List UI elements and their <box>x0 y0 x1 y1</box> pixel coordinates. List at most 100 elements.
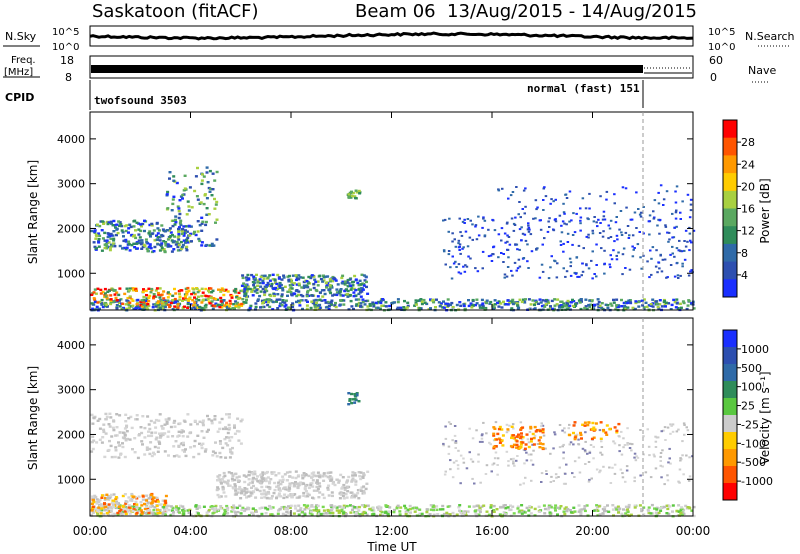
echo-cell <box>349 284 353 287</box>
echo-cell <box>459 231 462 234</box>
echo-cell <box>319 277 323 281</box>
echo-cell <box>452 461 456 464</box>
echo-cell <box>379 301 383 305</box>
echo-cell <box>272 471 276 474</box>
echo-cell <box>124 420 128 423</box>
echo-cell <box>566 507 570 511</box>
echo-cell <box>109 246 112 249</box>
x-axis: 00:00 04:00 08:00 12:00 16:00 20:00 00:00 <box>73 524 711 538</box>
echo-cell <box>122 507 126 510</box>
echo-cell <box>103 498 107 501</box>
echo-cell <box>528 505 532 508</box>
echo-cell <box>292 292 296 295</box>
echo-cell <box>219 495 223 498</box>
echo-cell <box>562 457 565 460</box>
echo-cell <box>230 510 234 513</box>
echo-cell <box>156 243 160 246</box>
echo-cell <box>239 420 243 423</box>
echo-cell <box>511 191 515 193</box>
echo-cell <box>525 506 529 510</box>
echo-cell <box>432 301 436 304</box>
echo-cell <box>353 393 357 396</box>
echo-cell <box>544 447 547 450</box>
echo-cell <box>172 179 176 182</box>
echo-cell <box>554 260 557 263</box>
echo-cell <box>566 299 570 303</box>
echo-cell <box>679 457 682 460</box>
echo-cell <box>609 254 612 257</box>
echo-cell <box>568 509 572 512</box>
echo-cell <box>617 251 620 254</box>
echo-cell <box>526 438 530 441</box>
echo-cell <box>103 246 107 250</box>
echo-cell <box>663 299 667 303</box>
echo-cell <box>590 477 593 480</box>
echo-cell <box>459 454 463 457</box>
echo-cell <box>497 427 501 431</box>
echo-cell <box>578 301 582 304</box>
echo-cell <box>682 508 686 512</box>
echo-cell <box>622 247 626 250</box>
echo-cell <box>281 300 285 304</box>
echo-cell <box>291 283 295 286</box>
echo-cell <box>631 443 634 446</box>
echo-cell <box>559 244 563 246</box>
echo-cell <box>599 222 602 224</box>
echo-cell <box>522 482 525 485</box>
echo-cell <box>293 484 297 488</box>
echo-cell <box>264 507 268 510</box>
echo-cell <box>117 505 121 508</box>
echo-cell <box>158 441 161 444</box>
echo-cell <box>95 498 99 501</box>
echo-cell <box>689 239 692 242</box>
echo-cell <box>137 233 141 236</box>
echo-cell <box>634 300 638 303</box>
echo-cell <box>485 299 489 302</box>
echo-cell <box>114 497 118 501</box>
echo-cell <box>183 187 187 190</box>
echo-cell <box>554 509 557 512</box>
echo-cell <box>168 177 171 180</box>
echo-cell <box>207 510 210 513</box>
echo-cell <box>197 308 201 311</box>
echo-cell <box>185 213 189 216</box>
echo-cell <box>561 429 564 432</box>
echo-cell <box>132 220 136 223</box>
echo-cell <box>628 234 631 237</box>
echo-cell <box>213 415 217 418</box>
echo-cell <box>523 449 527 452</box>
echo-cell <box>252 275 256 278</box>
echo-cell <box>329 471 333 474</box>
echo-cell <box>674 217 678 220</box>
echo-cell <box>155 504 159 508</box>
echo-cell <box>214 510 218 513</box>
echo-cell <box>224 495 228 498</box>
echo-cell <box>234 514 238 517</box>
echo-cell <box>181 299 184 302</box>
echo-cell <box>342 504 346 507</box>
colorbar-swatch <box>723 432 737 450</box>
echo-cell <box>94 508 98 512</box>
echo-cell <box>357 509 361 512</box>
freq-label: Freq. <box>11 55 36 66</box>
echo-cell <box>148 294 152 298</box>
echo-cell <box>104 412 108 416</box>
echo-cell <box>651 246 655 249</box>
echo-cell <box>334 301 337 305</box>
echo-cell <box>468 427 471 430</box>
echo-cell <box>654 446 658 448</box>
echo-cell <box>664 225 668 228</box>
echo-cell <box>288 274 291 278</box>
echo-cell <box>153 245 157 249</box>
echo-cell <box>507 197 510 200</box>
echo-cell <box>150 287 154 291</box>
echo-cell <box>588 478 591 481</box>
echo-cell <box>114 446 118 449</box>
echo-cell <box>457 506 461 509</box>
echo-cell <box>240 418 244 421</box>
echo-cell <box>542 199 545 201</box>
colorbar-swatch <box>723 120 737 139</box>
echo-cell <box>564 482 567 485</box>
echo-cell <box>215 455 219 458</box>
echo-cell <box>283 486 287 489</box>
